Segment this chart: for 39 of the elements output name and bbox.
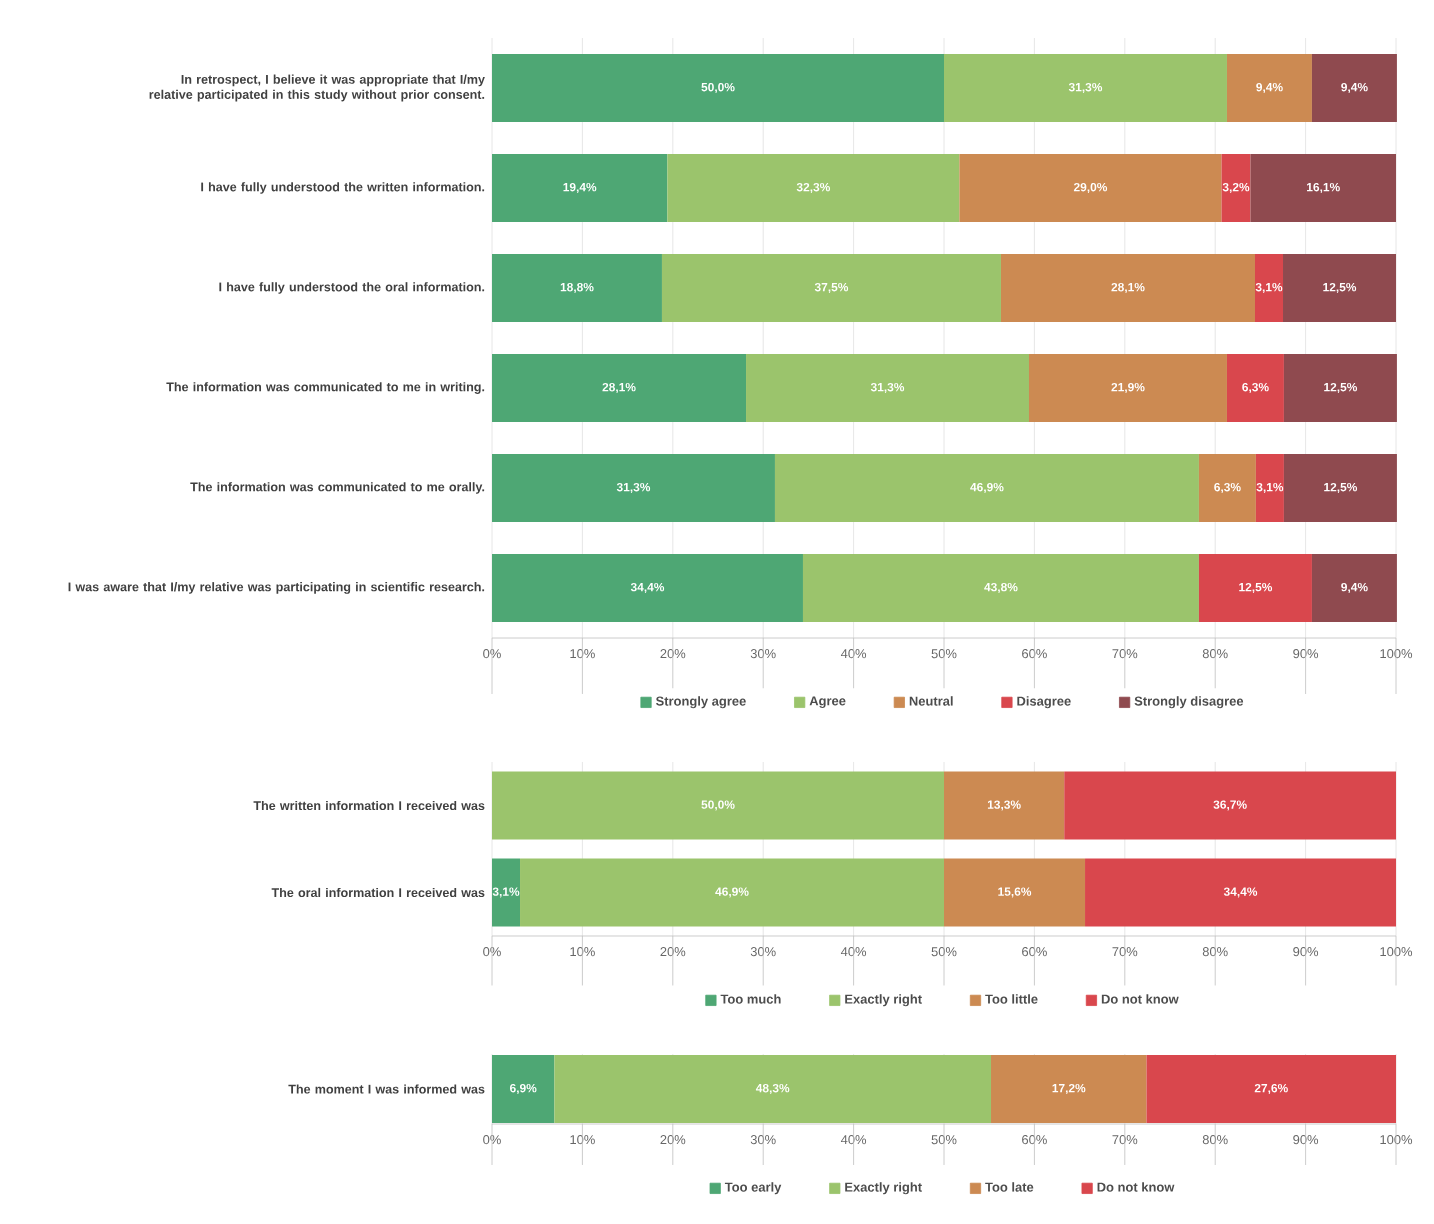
bar: [492, 54, 945, 123]
bar: [1255, 454, 1284, 522]
bar: [1311, 554, 1397, 622]
bar: [492, 1055, 555, 1123]
bar: [1085, 858, 1397, 927]
bar: [1000, 254, 1255, 323]
bar: [492, 154, 668, 223]
bar: [944, 54, 1227, 123]
bar: [492, 354, 747, 422]
bar: [1221, 154, 1251, 223]
bar: [492, 858, 521, 927]
bar: [1283, 354, 1397, 422]
bar: [667, 154, 960, 223]
bar: [1198, 454, 1256, 522]
bar: [492, 771, 945, 840]
bar: [492, 554, 803, 622]
bar: [520, 858, 945, 927]
bar: [959, 154, 1222, 223]
bar: [774, 454, 1199, 522]
bar: [944, 771, 1065, 840]
bar: [492, 454, 775, 522]
bar: [1146, 1055, 1397, 1123]
bar: [1198, 554, 1312, 622]
bar: [1226, 354, 1284, 422]
bar: [991, 1055, 1147, 1123]
bar: [554, 1055, 992, 1123]
bar: [944, 858, 1086, 927]
bar: [1311, 54, 1397, 123]
bar: [1226, 54, 1312, 123]
bar: [1283, 254, 1397, 323]
bar: [1028, 354, 1227, 422]
bar: [661, 254, 1001, 323]
bar: [492, 254, 662, 323]
bar: [1250, 154, 1397, 223]
bar: [1064, 771, 1397, 840]
bar: [746, 354, 1029, 422]
bar: [1283, 454, 1397, 522]
bar: [1254, 254, 1284, 323]
bar: [802, 554, 1199, 622]
